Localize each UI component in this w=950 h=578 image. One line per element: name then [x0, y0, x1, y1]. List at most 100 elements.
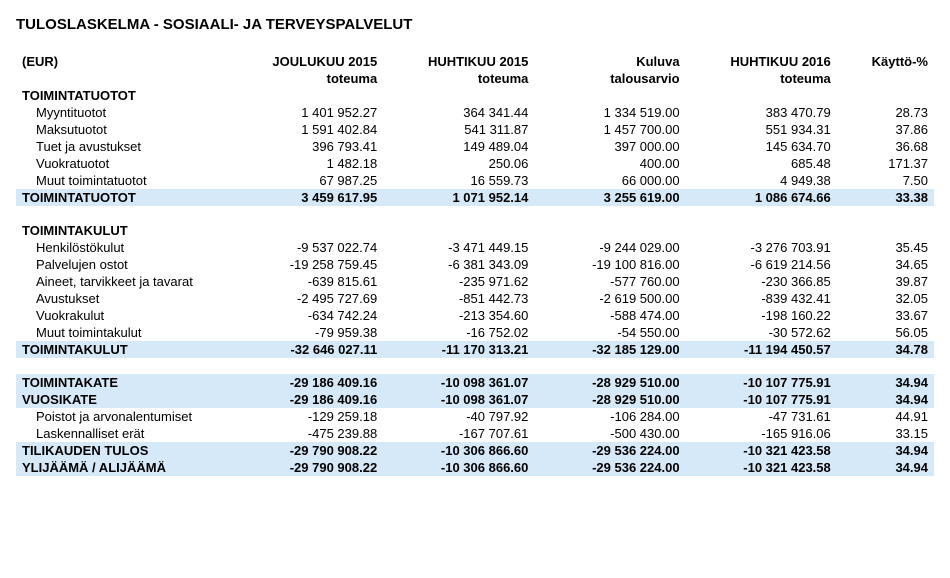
cell: -47 731.61	[686, 408, 837, 425]
section-header: TOIMINTAKULUT	[16, 222, 232, 239]
cell: 37.86	[837, 121, 934, 138]
cell: 1 086 674.66	[686, 189, 837, 206]
cell: -639 815.61	[232, 273, 383, 290]
table-row: Palvelujen ostot-19 258 759.45-6 381 343…	[16, 256, 934, 273]
cell: -10 321 423.58	[686, 442, 837, 459]
cell: -29 536 224.00	[534, 442, 685, 459]
cell: -2 495 727.69	[232, 290, 383, 307]
cell: 149 489.04	[383, 138, 534, 155]
row-label: Myyntituotot	[16, 104, 232, 121]
page-title: TULOSLASKELMA - SOSIAALI- JA TERVEYSPALV…	[16, 16, 934, 33]
cell: 685.48	[686, 155, 837, 172]
cell: 145 634.70	[686, 138, 837, 155]
cell: 1 482.18	[232, 155, 383, 172]
table-row: YLIJÄÄMÄ / ALIJÄÄMÄ-29 790 908.22-10 306…	[16, 459, 934, 476]
table-row: Tuet ja avustukset396 793.41149 489.0439…	[16, 138, 934, 155]
table-row: TOIMINTAKATE-29 186 409.16-10 098 361.07…	[16, 374, 934, 391]
col-subheader: toteuma	[686, 70, 837, 87]
cell: 3 459 617.95	[232, 189, 383, 206]
cell: 1 401 952.27	[232, 104, 383, 121]
row-label: Avustukset	[16, 290, 232, 307]
cell: 383 470.79	[686, 104, 837, 121]
col-header: Käyttö-%	[837, 53, 934, 70]
income-statement-table: (EUR)JOULUKUU 2015HUHTIKUU 2015KuluvaHUH…	[16, 53, 934, 476]
cell: -9 537 022.74	[232, 239, 383, 256]
cell: 400.00	[534, 155, 685, 172]
cell: -106 284.00	[534, 408, 685, 425]
cell: 1 071 952.14	[383, 189, 534, 206]
cell: 35.45	[837, 239, 934, 256]
cell: -30 572.62	[686, 324, 837, 341]
cell: 33.67	[837, 307, 934, 324]
cell: -11 194 450.57	[686, 341, 837, 358]
cell: -167 707.61	[383, 425, 534, 442]
cell: 34.94	[837, 442, 934, 459]
cell: 1 591 402.84	[232, 121, 383, 138]
col-subheader: talousarvio	[534, 70, 685, 87]
table-row: TOIMINTATUOTOT3 459 617.951 071 952.143 …	[16, 189, 934, 206]
table-row: Vuokrakulut-634 742.24-213 354.60-588 47…	[16, 307, 934, 324]
row-label: Maksutuotot	[16, 121, 232, 138]
cell: -11 170 313.21	[383, 341, 534, 358]
table-row: Muut toimintakulut-79 959.38-16 752.02-5…	[16, 324, 934, 341]
cell: 33.38	[837, 189, 934, 206]
row-label: TOIMINTAKATE	[16, 374, 232, 391]
cell: 56.05	[837, 324, 934, 341]
col-header: HUHTIKUU 2015	[383, 53, 534, 70]
cell: -16 752.02	[383, 324, 534, 341]
cell: -79 959.38	[232, 324, 383, 341]
currency-label: (EUR)	[16, 53, 232, 70]
cell: 3 255 619.00	[534, 189, 685, 206]
cell: 36.68	[837, 138, 934, 155]
cell: 32.05	[837, 290, 934, 307]
row-label: Vuokratuotot	[16, 155, 232, 172]
row-label: TOIMINTATUOTOT	[16, 189, 232, 206]
table-row: Vuokratuotot1 482.18250.06400.00685.4817…	[16, 155, 934, 172]
cell: 44.91	[837, 408, 934, 425]
col-subheader: toteuma	[383, 70, 534, 87]
table-row: Aineet, tarvikkeet ja tavarat-639 815.61…	[16, 273, 934, 290]
cell: -198 160.22	[686, 307, 837, 324]
cell: -475 239.88	[232, 425, 383, 442]
cell: -28 929 510.00	[534, 374, 685, 391]
row-label: VUOSIKATE	[16, 391, 232, 408]
cell: -40 797.92	[383, 408, 534, 425]
table-row: TILIKAUDEN TULOS-29 790 908.22-10 306 86…	[16, 442, 934, 459]
cell: -3 276 703.91	[686, 239, 837, 256]
cell: 34.78	[837, 341, 934, 358]
cell: 1 334 519.00	[534, 104, 685, 121]
row-label: Laskennalliset erät	[16, 425, 232, 442]
section-header: TOIMINTATUOTOT	[16, 87, 232, 104]
cell: 66 000.00	[534, 172, 685, 189]
cell: -19 100 816.00	[534, 256, 685, 273]
cell: -29 536 224.00	[534, 459, 685, 476]
table-row: Poistot ja arvonalentumiset-129 259.18-4…	[16, 408, 934, 425]
cell: 396 793.41	[232, 138, 383, 155]
cell: -10 107 775.91	[686, 391, 837, 408]
cell: -29 186 409.16	[232, 374, 383, 391]
row-label: TILIKAUDEN TULOS	[16, 442, 232, 459]
table-row: Maksutuotot1 591 402.84541 311.871 457 7…	[16, 121, 934, 138]
row-label: TOIMINTAKULUT	[16, 341, 232, 358]
cell: 541 311.87	[383, 121, 534, 138]
table-row: Henkilöstökulut-9 537 022.74-3 471 449.1…	[16, 239, 934, 256]
cell: 34.94	[837, 374, 934, 391]
cell: 16 559.73	[383, 172, 534, 189]
cell: -6 381 343.09	[383, 256, 534, 273]
cell: 397 000.00	[534, 138, 685, 155]
row-label: Tuet ja avustukset	[16, 138, 232, 155]
row-label: Muut toimintatuotot	[16, 172, 232, 189]
cell: 364 341.44	[383, 104, 534, 121]
cell: -19 258 759.45	[232, 256, 383, 273]
cell: -165 916.06	[686, 425, 837, 442]
row-label: Vuokrakulut	[16, 307, 232, 324]
cell: -839 432.41	[686, 290, 837, 307]
row-label: Aineet, tarvikkeet ja tavarat	[16, 273, 232, 290]
cell: -213 354.60	[383, 307, 534, 324]
cell: -29 186 409.16	[232, 391, 383, 408]
cell: 7.50	[837, 172, 934, 189]
row-label: Palvelujen ostot	[16, 256, 232, 273]
row-label: YLIJÄÄMÄ / ALIJÄÄMÄ	[16, 459, 232, 476]
cell: -28 929 510.00	[534, 391, 685, 408]
cell: 1 457 700.00	[534, 121, 685, 138]
